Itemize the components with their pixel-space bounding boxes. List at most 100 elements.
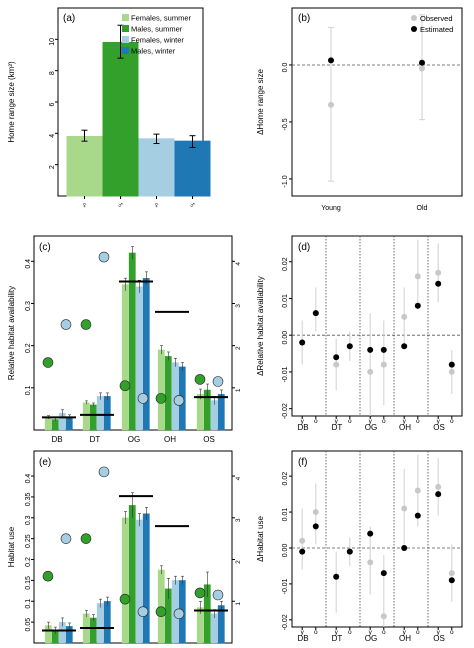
- panel-e-ytick-label: 0.35: [25, 492, 32, 506]
- panel-a-bar: [174, 140, 211, 197]
- panel-c-bar: [135, 286, 143, 431]
- panel-d-ytick-label: 0.00: [282, 331, 289, 345]
- panel-c-bar: [217, 394, 225, 431]
- panel-c-circle-marker: [137, 393, 149, 404]
- panel-e-bar: [103, 601, 111, 644]
- panel-c-bar: [142, 278, 150, 431]
- panel-d-subcategory-label: y: [437, 418, 441, 425]
- panel-a-ytick-label: 6: [49, 102, 56, 106]
- panel-d-group-label: OG: [365, 423, 377, 432]
- panel-c-circle-marker: [194, 374, 206, 385]
- panel-c-circle-marker: [42, 357, 54, 368]
- panel-d-estimated-point: [312, 310, 319, 317]
- panel-b-ylabel: ΔHome range size: [256, 69, 265, 135]
- panel-f-group-label: OS: [433, 634, 445, 643]
- panel-d-group-label: OS: [433, 423, 445, 432]
- panel-e-ytick-label: 0.1: [25, 599, 32, 609]
- panel-e-bar: [210, 613, 218, 644]
- panel-f-subcategory-label: o: [314, 629, 318, 636]
- panel-f-observed-point: [414, 487, 421, 494]
- panel-d-subcategory-label: o: [382, 418, 386, 425]
- panel-f-estimated-point: [333, 573, 340, 580]
- panel-e-circle-marker: [98, 466, 110, 478]
- panel-b-xtick-label: Young: [321, 205, 341, 212]
- panel-d-subcategory-label: o: [450, 418, 454, 425]
- panel-c-circle-marker: [119, 380, 131, 392]
- panel-f-observed-point: [312, 509, 319, 516]
- panel-f-estimated-point: [448, 577, 455, 584]
- panel-d-estimated-point: [414, 302, 421, 309]
- panel-c-circle-marker: [155, 393, 167, 404]
- panel-a-legend-swatch: [122, 14, 129, 21]
- panel-f-estimated-point: [312, 523, 319, 530]
- panel-d-subcategory-label: y: [301, 418, 305, 425]
- panel-a-xtick-label: ♀: [81, 200, 88, 210]
- panel-c-bar: [157, 349, 165, 431]
- panel-d-ytick-label: -0.01: [282, 366, 289, 382]
- panel-c-circle-marker: [212, 376, 224, 387]
- panel-b-legend-marker: [411, 26, 417, 32]
- panel-b-observed-point: [328, 101, 334, 108]
- panel-d-estimated-point: [367, 346, 374, 353]
- panel-d-ytick-label: 0.02: [282, 257, 289, 271]
- panel-c-bar: [96, 396, 104, 431]
- panel-a-legend-entry: Males, summer: [131, 25, 183, 34]
- panel-e-ytick-label: 0.05: [25, 618, 32, 632]
- panel-a-ytick-label: 8: [49, 71, 56, 75]
- panel-f-ylabel: ΔHabitat use: [256, 516, 265, 562]
- panel-c-y2tick-label: 1: [235, 388, 242, 392]
- panel-f-observed-point: [367, 559, 374, 566]
- panel-e-ytick-label: 0.2: [25, 557, 32, 567]
- panel-f-frame: [291, 450, 463, 628]
- panel-b-legend-marker: [411, 15, 417, 21]
- panel-b-observed-point: [419, 65, 425, 72]
- panel-f-estimated-point: [367, 530, 374, 537]
- panel-b-label: (b): [298, 13, 310, 24]
- panel-c-ytick-label: 0.3: [25, 301, 32, 311]
- panel-c-ytick-label: 0.4: [25, 259, 32, 269]
- panel-e-bar: [135, 519, 143, 644]
- panel-a-ylabel: Home range size (km²): [7, 61, 16, 143]
- panel-d-subcategory-label: o: [314, 418, 318, 425]
- panel-b-xtick-label: Old: [417, 205, 428, 212]
- panel-a-xtick-label: ♂: [189, 200, 196, 210]
- panel-c-circle-marker: [80, 319, 92, 330]
- panel-c-xtick-label: OS: [203, 435, 215, 444]
- panel-d-frame: [291, 235, 463, 417]
- panel-c-ylabel: Relative habitat availability: [7, 286, 16, 380]
- panel-a-bar: [66, 135, 103, 197]
- panel-f-group-label: DT: [332, 634, 343, 643]
- panel-a-bar: [102, 41, 139, 197]
- panel-f-observed-point: [299, 537, 306, 544]
- panel-d-estimated-point: [346, 343, 353, 350]
- panel-f-group-label: OH: [399, 634, 411, 643]
- panel-a-legend-entry: Males, winter: [131, 47, 176, 56]
- panel-e-y2tick-label: 4: [235, 476, 242, 480]
- panel-a-xtick-label: ♂: [117, 200, 124, 210]
- panel-f-estimated-point: [346, 548, 353, 555]
- panel-d-estimated-point: [380, 346, 387, 353]
- panel-f-observed-point: [401, 505, 408, 512]
- panel-f-observed-point: [435, 483, 442, 490]
- panel-e-circle-marker: [60, 533, 72, 544]
- panel-f-estimated-point: [401, 544, 408, 551]
- panel-c-bar: [82, 402, 90, 431]
- panel-c-bar: [128, 252, 136, 431]
- panel-a-legend-entry: Females, summer: [131, 14, 192, 23]
- panel-d-ytick-label: 0.01: [282, 294, 289, 308]
- panel-e-circle-marker: [119, 593, 131, 605]
- panel-d-estimated-point: [299, 339, 306, 346]
- panel-d-estimated-point: [333, 354, 340, 361]
- panel-b-estimated-point: [419, 59, 425, 66]
- panel-e-y2tick-label: 2: [235, 560, 242, 564]
- panel-d-subcategory-label: o: [416, 418, 420, 425]
- panel-f-observed-point: [448, 570, 455, 577]
- panel-d-estimated-point: [401, 343, 408, 350]
- panel-b-ytick-label: -1.0: [282, 175, 289, 187]
- panel-f-observed-point: [380, 613, 387, 620]
- panel-a-legend-entry: Females, winter: [131, 36, 184, 45]
- panel-b-ytick-label: -0.5: [282, 118, 289, 130]
- panel-d-group-label: DB: [297, 423, 308, 432]
- panel-d-observed-point: [414, 273, 421, 280]
